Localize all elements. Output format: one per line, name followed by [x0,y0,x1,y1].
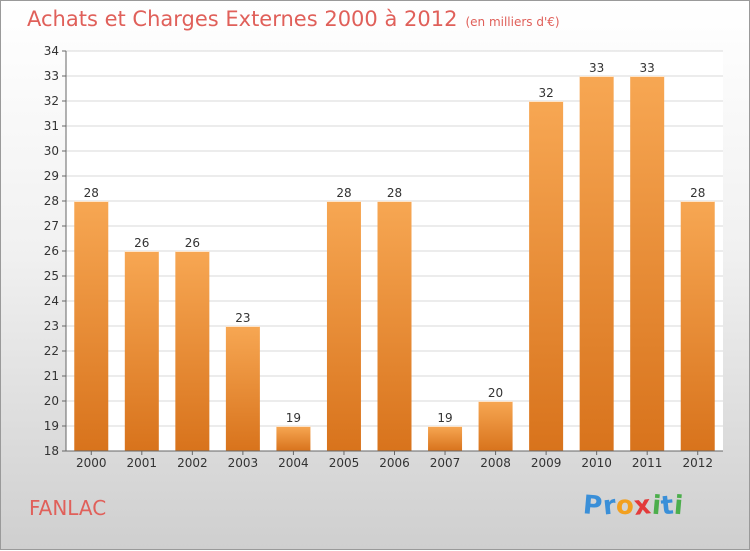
x-tick-label-2002: 2002 [177,456,208,470]
bar-2006 [377,201,412,451]
bar-2002 [175,251,210,451]
logo-letter: i [672,490,685,522]
unit-label: (en milliers d'€) [465,15,560,29]
bar-2007 [428,426,463,451]
bar-2001 [124,251,159,451]
x-tick-label-2008: 2008 [480,456,511,470]
x-tick-label-2011: 2011 [632,456,663,470]
data-label-2009: 32 [538,86,553,100]
data-label-2005: 28 [336,186,351,200]
commune-name: FANLAC [29,496,107,520]
labels: 18 19 20 21 22 23 24 25 26 27 28 29 30 31 32 33 34 28 2000… [44,44,713,470]
data-label-2008: 20 [488,386,503,400]
data-label-2007: 19 [437,411,452,425]
x-tick-label-2005: 2005 [329,456,360,470]
x-tick-label-2010: 2010 [581,456,612,470]
y-tick-label: 25 [44,269,59,283]
data-label-2011: 33 [640,61,655,75]
y-tick-label: 30 [44,144,59,158]
y-tick-label: 29 [44,169,59,183]
y-tick-label: 23 [44,319,59,333]
bar-2010 [579,76,614,451]
y-tick-label: 32 [44,94,59,108]
data-label-2002: 26 [185,236,200,250]
bar-2009 [529,101,564,451]
x-tick-label-2007: 2007 [430,456,461,470]
y-tick-label: 24 [44,294,59,308]
y-tick-label: 21 [44,369,59,383]
chart-title: Achats et Charges Externes 2000 à 2012 (e… [27,7,560,31]
bar-2003 [225,326,260,451]
x-tick-label-2004: 2004 [278,456,309,470]
y-tick-label: 31 [44,119,59,133]
x-tick-label-2003: 2003 [228,456,259,470]
data-label-2010: 33 [589,61,604,75]
bars [74,76,715,451]
title-text: Achats et Charges Externes 2000 à 2012 [27,7,458,31]
data-label-2004: 19 [286,411,301,425]
y-tick-label: 33 [44,69,59,83]
bar-2000 [74,201,109,451]
y-tick-label: 22 [44,344,59,358]
logo-letter: P [581,490,604,522]
data-label-2006: 28 [387,186,402,200]
y-tick-label: 18 [44,444,59,458]
data-label-2001: 26 [134,236,149,250]
bar-2011 [630,76,665,451]
axes [62,50,723,455]
x-tick-label-2012: 2012 [682,456,713,470]
y-tick-label: 27 [44,219,59,233]
bar-2008 [478,401,513,451]
proxiti-logo: Proxiti [581,490,685,522]
x-tick-label-2006: 2006 [379,456,410,470]
y-tick-label: 20 [44,394,59,408]
bar-2005 [326,201,361,451]
y-tick-label: 34 [44,44,59,58]
y-tick-label: 19 [44,419,59,433]
bar-2004 [276,426,311,451]
x-tick-label-2000: 2000 [76,456,107,470]
y-tick-label: 28 [44,194,59,208]
data-label-2003: 23 [235,311,250,325]
x-tick-label-2001: 2001 [127,456,158,470]
data-label-2012: 28 [690,186,705,200]
bar-2012 [680,201,715,451]
x-tick-label-2009: 2009 [531,456,562,470]
data-label-2000: 28 [84,186,99,200]
y-tick-label: 26 [44,244,59,258]
